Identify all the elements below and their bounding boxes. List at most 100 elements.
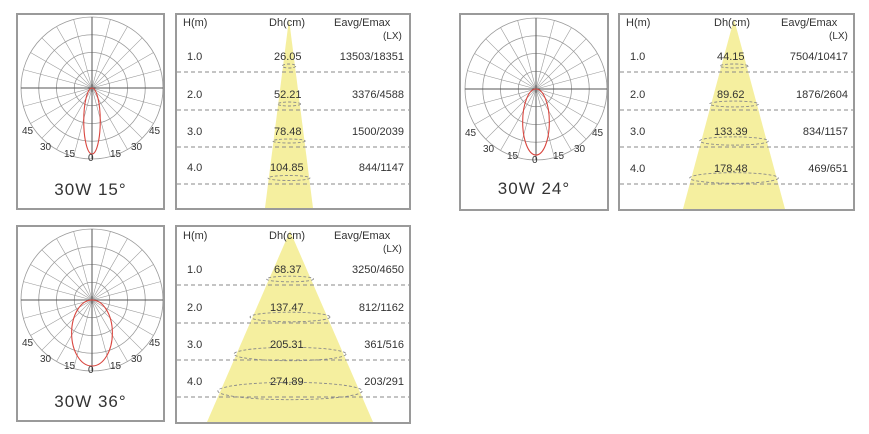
intensity-curve	[522, 88, 550, 156]
row-height: 1.0	[187, 51, 203, 63]
beam-spot-ellipse	[689, 172, 779, 184]
row-height: 1.0	[187, 264, 203, 276]
row-height: 3.0	[187, 126, 203, 138]
row-illuminance: 469/651	[808, 163, 848, 175]
beam-spot-ellipse	[217, 381, 363, 401]
row-illuminance: 3376/4588	[352, 89, 404, 101]
beam-cone-fill	[207, 231, 373, 422]
row-illuminance: 834/1157	[802, 126, 848, 138]
header-unit: (LX)	[829, 31, 848, 42]
polar-grid	[20, 228, 163, 372]
angle-label-0: 0	[532, 155, 538, 166]
angle-label-30-right: 30	[574, 144, 586, 155]
row-illuminance: 361/516	[364, 339, 404, 351]
polar-diagram-15: 45 45 30 30 15 15 0 30W 15°	[16, 13, 165, 210]
angle-label-15-left: 15	[507, 151, 519, 162]
row-illuminance: 203/291	[364, 376, 404, 388]
polar-grid	[20, 16, 163, 160]
row-height: 4.0	[187, 162, 203, 174]
beam-label: 30W 15°	[54, 180, 127, 199]
row-illuminance: 844/1147	[358, 162, 404, 174]
header-diameter: Dh(cm)	[269, 17, 306, 29]
row-diameter: 205.31	[270, 339, 304, 351]
intensity-curve	[71, 299, 113, 367]
angle-label-45-right: 45	[149, 126, 161, 137]
header-diameter: Dh(cm)	[714, 17, 751, 29]
row-illuminance: 1500/2039	[352, 126, 404, 138]
beam-spot-ellipse	[249, 311, 331, 323]
row-height: 3.0	[187, 339, 203, 351]
row-height: 2.0	[630, 89, 646, 101]
header-height: H(m)	[626, 17, 651, 29]
angle-label-30-left: 30	[40, 354, 52, 365]
row-diameter: 178.48	[714, 163, 748, 175]
row-diameter: 274.89	[270, 376, 304, 388]
angle-label-45-right: 45	[592, 128, 604, 139]
row-diameter: 104.85	[270, 162, 304, 174]
angle-label-15-right: 15	[110, 149, 122, 160]
beam-cone	[177, 19, 409, 208]
beam-label: 30W 36°	[54, 392, 127, 411]
header-height: H(m)	[183, 17, 208, 29]
beam-spot-ellipse	[699, 136, 769, 146]
angle-label-15-left: 15	[64, 149, 76, 160]
beam-spot-ellipse	[272, 138, 306, 144]
angle-label-15-left: 15	[64, 361, 76, 372]
header-illuminance: Eavg/Emax	[781, 17, 838, 29]
angle-label-45-left: 45	[22, 338, 34, 349]
angle-label-45-left: 45	[22, 126, 34, 137]
beam-spot-ellipse	[281, 63, 297, 69]
row-diameter: 89.62	[717, 89, 745, 101]
row-height: 4.0	[187, 376, 203, 388]
beam-cone-fill	[683, 19, 785, 209]
row-illuminance: 13503/18351	[339, 51, 404, 63]
row-height: 4.0	[630, 163, 646, 175]
row-illuminance: 812/1162	[358, 302, 404, 314]
row-diameter: 52.21	[274, 89, 302, 101]
row-illuminance: 7504/10417	[789, 51, 848, 63]
photometric-table-15: H(m) Dh(cm) Eavg/Emax (LX) 1.0 26.05 135…	[175, 13, 411, 210]
angle-label-15-right: 15	[110, 361, 122, 372]
header-diameter: Dh(cm)	[269, 230, 306, 242]
row-diameter: 44.15	[717, 51, 745, 63]
angle-label-0: 0	[88, 365, 94, 376]
angle-label-30-right: 30	[131, 354, 143, 365]
polar-diagram-24: 45 45 30 30 15 15 0 30W 24°	[459, 13, 609, 211]
polar-diagram-36: 45 45 30 30 15 15 0 30W 36°	[16, 225, 165, 422]
angle-label-0: 0	[88, 153, 94, 164]
header-unit: (LX)	[383, 244, 402, 255]
photometric-table-36: H(m) Dh(cm) Eavg/Emax (LX) 1.0 68.37 325…	[175, 225, 411, 424]
row-diameter: 133.39	[714, 126, 748, 138]
beam-cone	[620, 19, 853, 209]
row-illuminance: 3250/4650	[352, 264, 404, 276]
header-illuminance: Eavg/Emax	[334, 17, 391, 29]
beam-spot-ellipse	[709, 100, 759, 108]
beam-spot-ellipse	[719, 63, 749, 69]
row-height: 3.0	[630, 126, 646, 138]
row-illuminance: 1876/2604	[796, 89, 848, 101]
row-height: 1.0	[630, 51, 646, 63]
header-unit: (LX)	[383, 31, 402, 42]
beam-spot-ellipse	[266, 275, 314, 283]
angle-label-30-left: 30	[40, 142, 52, 153]
row-diameter: 137.47	[270, 302, 304, 314]
photometric-table-24: H(m) Dh(cm) Eavg/Emax (LX) 1.0 44.15 750…	[618, 13, 855, 211]
angle-label-30-right: 30	[131, 142, 143, 153]
beam-label: 30W 24°	[497, 179, 571, 198]
polar-grid	[464, 17, 607, 161]
row-diameter: 78.48	[274, 126, 302, 138]
intensity-curve	[83, 87, 101, 155]
row-diameter: 26.05	[274, 51, 302, 63]
beam-cone-fill	[265, 19, 313, 208]
angle-label-45-left: 45	[465, 128, 477, 139]
angle-label-45-right: 45	[149, 338, 161, 349]
angle-label-15-right: 15	[553, 151, 565, 162]
beam-cone	[177, 231, 409, 422]
angle-label-30-left: 30	[483, 144, 495, 155]
row-diameter: 68.37	[274, 264, 302, 276]
beam-spot-ellipse	[276, 101, 302, 107]
header-height: H(m)	[183, 230, 208, 242]
beam-spot-ellipse	[233, 346, 347, 362]
row-height: 2.0	[187, 89, 203, 101]
header-illuminance: Eavg/Emax	[334, 230, 391, 242]
